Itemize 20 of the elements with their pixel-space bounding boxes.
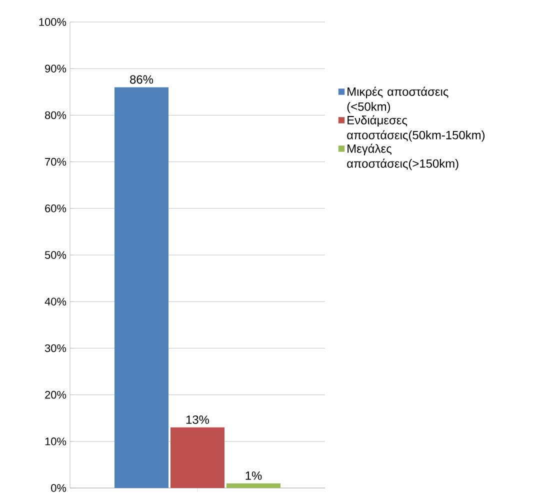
legend-label: Μεγάλες αποστάσεις(>150km) [347, 144, 458, 170]
data-label: 86% [130, 75, 154, 84]
bar [226, 483, 280, 488]
legend-label: Μικρές αποστάσεις (<50km) [347, 86, 448, 114]
y-tick-label: 60% [45, 204, 66, 212]
y-tick-label: 30% [44, 344, 66, 352]
y-tick-label: 40% [44, 298, 66, 306]
data-label: 1% [246, 471, 262, 480]
bar [170, 427, 224, 488]
y-tick-label: 100% [39, 18, 66, 26]
y-tick-label: 90% [45, 64, 66, 72]
y-tick-label: 20% [45, 390, 66, 399]
y-tick-label: 10% [45, 438, 66, 446]
legend-label: Ενδιάμεσες αποστάσεις(50km-150km) [347, 115, 485, 142]
bar [114, 87, 169, 488]
y-tick-label: 50% [44, 251, 66, 259]
y-tick-label: 80% [45, 111, 66, 120]
y-tick-label: 0% [51, 484, 66, 492]
data-label: 13% [186, 415, 210, 424]
y-tick-label: 70% [45, 158, 66, 166]
